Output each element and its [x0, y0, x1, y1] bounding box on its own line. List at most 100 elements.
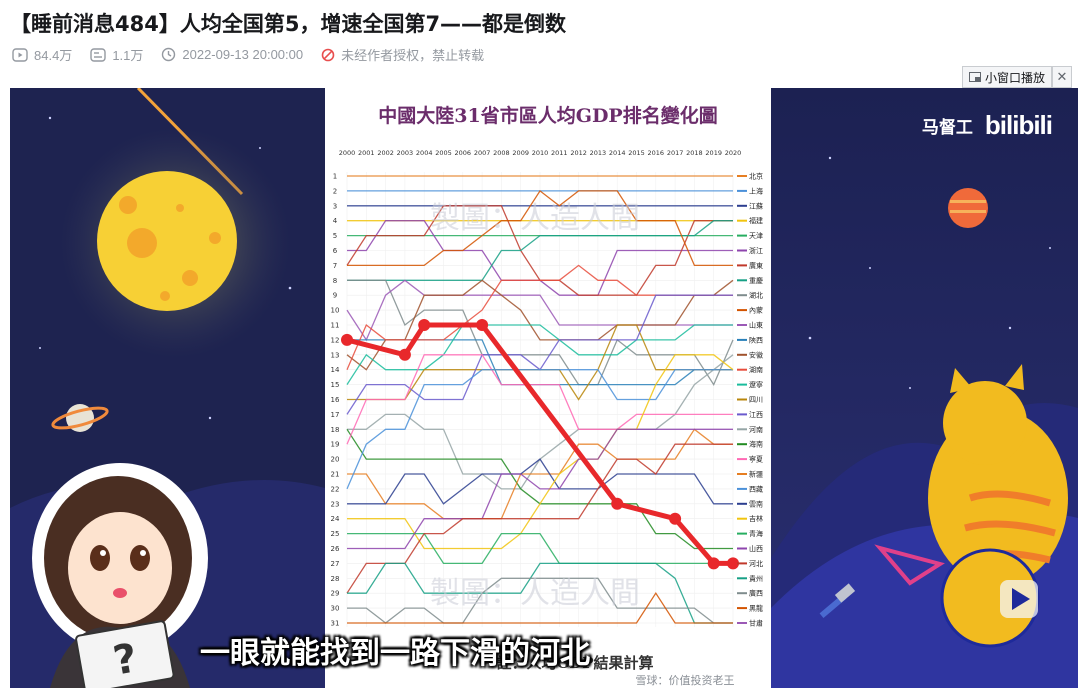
video-meta: 84.4万 1.1万 2022-09-13 20:00:00 未经作者授权，禁止…: [12, 45, 484, 64]
y-tick-label: 22: [331, 485, 340, 493]
legend-label: 天津: [749, 232, 763, 240]
legend-label: 河南: [749, 425, 763, 434]
rank-series-line: [346, 324, 733, 385]
rank-series-line: [347, 428, 733, 520]
play-count-icon: [12, 47, 28, 62]
y-tick-label: 18: [331, 426, 340, 434]
x-tick-label: 2002: [377, 149, 394, 157]
mini-player-close-button[interactable]: ✕: [1052, 66, 1072, 88]
y-tick-label: 11: [331, 322, 340, 330]
x-tick-label: 2008: [493, 149, 510, 157]
video-player[interactable]: ? 中國大陸31省市區人均GDP排名變化圖 2000 2001 2002 2003 200…: [10, 88, 1078, 688]
y-tick-label: 29: [331, 590, 340, 598]
x-tick-label: 2017: [667, 149, 684, 157]
view-count: 84.4万: [12, 45, 72, 64]
mini-player-button[interactable]: 小窗口播放: [961, 66, 1052, 88]
brand-area: 马督工 bilibili: [922, 110, 1053, 141]
legend-label: 西藏: [749, 484, 763, 493]
legend-label: 寧夏: [749, 455, 763, 464]
y-tick-label: 6: [333, 247, 338, 255]
rank-series-line: [346, 354, 733, 445]
x-tick-label: 2007: [474, 149, 491, 157]
legend-label: 吉林: [749, 514, 763, 523]
y-tick-label: 25: [331, 530, 340, 538]
legend-label: 青海: [749, 529, 763, 538]
moon-illustration: [97, 171, 237, 311]
legend-label: 江蘇: [749, 201, 763, 210]
x-tick-label: 2009: [512, 149, 529, 157]
legend-label: 四川: [749, 396, 763, 404]
watermark-xueqiu: 雪球：价值投资老王: [636, 673, 735, 687]
legend-label: 雲南: [749, 499, 763, 508]
legend-label: 新疆: [749, 470, 763, 479]
saturn-planet: [51, 404, 109, 432]
y-tick-label: 28: [331, 575, 340, 583]
clock-icon: [162, 47, 176, 62]
chart-watermark-bottom: 製圖：人造人間: [430, 576, 640, 611]
x-tick-label: 2004: [416, 149, 433, 157]
y-tick-label: 9: [333, 292, 337, 300]
bedtime-story-badge: [940, 548, 1040, 648]
rank-series-line: [347, 220, 733, 281]
highlight-point: [476, 319, 489, 331]
danmaku-icon: [90, 47, 107, 62]
y-tick-label: 16: [331, 396, 340, 404]
mini-window-icon: [968, 72, 981, 82]
x-tick-label: 2003: [397, 149, 414, 157]
y-tick-label: 7: [333, 262, 337, 270]
x-tick-label: 2018: [686, 149, 703, 157]
y-tick-label: 5: [333, 232, 337, 240]
highlight-point: [707, 557, 720, 570]
copyright-text: 未经作者授权，禁止转载: [341, 48, 485, 63]
y-tick-label: 10: [331, 307, 340, 315]
cat-illustration: [928, 364, 1068, 586]
legend-label: 貴州: [749, 574, 763, 583]
legend-label: 湖南: [749, 365, 763, 374]
striped-planet: [948, 188, 988, 228]
video-background: ?: [10, 88, 1078, 688]
highlight-point: [669, 512, 682, 525]
mini-player-label: 小窗口播放: [984, 70, 1045, 85]
y-tick-label: 24: [331, 515, 340, 523]
legend-label: 安徽: [749, 350, 763, 359]
y-tick-label: 2: [333, 187, 337, 195]
x-tick-label: 2015: [628, 149, 645, 157]
legend-label: 浙江: [749, 246, 763, 255]
x-tick-label: 2016: [648, 149, 665, 157]
legend-label: 內蒙: [749, 306, 763, 315]
x-tick-label: 2000: [339, 149, 356, 157]
y-tick-label: 23: [331, 500, 340, 508]
chart-panel: 中國大陸31省市區人均GDP排名變化圖 2000 2001 2002 2003 2004 2…: [325, 88, 771, 688]
x-tick-label: 2014: [609, 149, 626, 157]
legend-label: 北京: [749, 172, 763, 181]
y-tick-label: 26: [331, 545, 340, 553]
highlight-point: [418, 319, 431, 331]
highlight-point: [727, 557, 739, 570]
y-tick-label: 3: [333, 202, 337, 210]
x-tick-label: 2020: [725, 149, 742, 157]
rank-series-line: [346, 369, 733, 490]
x-tick-label: 2019: [705, 149, 722, 157]
legend-label: 廣東: [749, 261, 763, 270]
copyright-notice: 未经作者授权，禁止转载: [321, 45, 484, 64]
view-count-text: 84.4万: [34, 48, 73, 63]
rank-series-line: [347, 532, 733, 565]
legend-label: 江西: [749, 411, 763, 419]
rank-series-line: [347, 189, 733, 267]
y-tick-label: 30: [331, 605, 340, 613]
y-tick-label: 12: [331, 336, 340, 344]
danmaku-count: 1.1万: [90, 45, 143, 64]
y-tick-label: 4: [333, 217, 338, 225]
rank-series-line: [347, 562, 733, 624]
x-tick-label: 2011: [551, 149, 568, 157]
legend-label: 福建: [749, 216, 763, 225]
legend-label: 重慶: [749, 276, 763, 285]
y-tick-label: 17: [331, 411, 340, 419]
x-tick-label: 2010: [532, 149, 549, 157]
legend-label: 甘肅: [749, 619, 763, 628]
rank-series-line: [347, 577, 733, 624]
y-tick-label: 27: [331, 560, 340, 568]
y-tick-label: 8: [333, 277, 337, 285]
y-tick-label: 15: [331, 381, 340, 389]
